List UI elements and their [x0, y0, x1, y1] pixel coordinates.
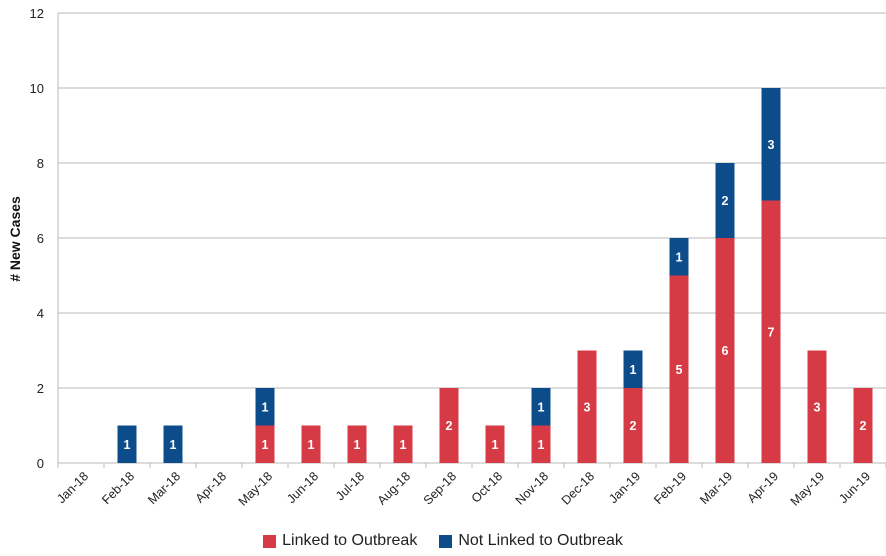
- bar-segment-linked: [301, 425, 321, 463]
- x-tick-label: Mar-19: [697, 469, 735, 507]
- bar-segment-linked: [715, 238, 735, 463]
- bar-segment-linked: [485, 425, 505, 463]
- data-label: 7: [768, 325, 775, 339]
- bar-segment-not-linked: [531, 388, 551, 426]
- y-tick-label: 6: [37, 231, 44, 246]
- legend-item-linked: Linked to Outbreak: [263, 532, 417, 550]
- data-label: 1: [400, 438, 407, 452]
- legend-swatch-not-linked: [439, 534, 453, 548]
- x-tick-label: Mar-18: [145, 469, 183, 507]
- bar-segment-linked: [807, 350, 827, 463]
- x-tick-label: Nov-18: [513, 469, 551, 507]
- bar-segment-not-linked: [117, 425, 137, 463]
- bar-segment-linked: [439, 388, 459, 463]
- y-tick-label: 0: [37, 456, 44, 471]
- data-label: 6: [722, 344, 729, 358]
- bar-segment-not-linked: [623, 350, 643, 388]
- data-label: 1: [538, 400, 545, 414]
- data-label: 3: [584, 400, 591, 414]
- legend: Linked to Outbreak Not Linked to Outbrea…: [0, 532, 886, 550]
- data-label: 1: [676, 250, 683, 264]
- y-tick-label: 2: [37, 381, 44, 396]
- bar-segment-linked: [669, 275, 689, 463]
- x-tick-label: Apr-18: [193, 469, 229, 505]
- bar-segment-linked: [393, 425, 413, 463]
- bar-segment-linked: [853, 388, 873, 463]
- x-tick-label: Aug-18: [375, 469, 413, 507]
- legend-label-linked: Linked to Outbreak: [282, 532, 418, 549]
- x-tick-label: May-19: [788, 469, 827, 508]
- bar-segment-not-linked: [715, 163, 735, 238]
- x-tick-label: Sep-18: [421, 469, 459, 507]
- data-label: 2: [446, 419, 453, 433]
- bar-segment-not-linked: [669, 238, 689, 276]
- data-label: 3: [814, 400, 821, 414]
- bar-segment-linked: [761, 200, 781, 463]
- x-tick-label: Apr-19: [745, 469, 781, 505]
- bar-segment-linked: [623, 388, 643, 463]
- x-tick-label: Jan-18: [54, 469, 91, 506]
- y-axis-label: # New Cases: [7, 196, 23, 282]
- data-label: 2: [722, 194, 729, 208]
- x-tick-label: Jul-18: [333, 469, 367, 503]
- bars: 1 1 1 1 1 1 1 2 1 1 1 3 2 1 5 1 6 2 7 3 3 2: [117, 88, 873, 463]
- bar-segment-not-linked: [163, 425, 183, 463]
- y-tick-label: 10: [30, 81, 44, 96]
- data-label: 1: [538, 438, 545, 452]
- x-tick-label: Jun-19: [836, 469, 873, 506]
- gridlines: [57, 12, 886, 468]
- legend-item-not-linked: Not Linked to Outbreak: [439, 532, 623, 550]
- data-label: 1: [262, 400, 269, 414]
- data-label: 2: [630, 419, 637, 433]
- data-label: 1: [170, 438, 177, 452]
- bar-segment-linked: [347, 425, 367, 463]
- x-tick-label: Oct-18: [469, 469, 505, 505]
- bar-segment-linked: [531, 425, 551, 463]
- data-label: 1: [354, 438, 361, 452]
- x-tick-label: Dec-18: [559, 469, 597, 507]
- bar-segment-not-linked: [761, 88, 781, 201]
- data-label: 1: [124, 438, 131, 452]
- x-tick-label: May-18: [236, 469, 275, 508]
- y-tick-label: 4: [37, 306, 44, 321]
- x-tick-label: Feb-19: [651, 469, 689, 507]
- data-label: 1: [308, 438, 315, 452]
- x-tick-label: Jan-19: [606, 469, 643, 506]
- data-label: 1: [262, 438, 269, 452]
- data-label: 1: [492, 438, 499, 452]
- bar-segment-not-linked: [255, 388, 275, 426]
- y-tick-label: 8: [37, 156, 44, 171]
- data-label: 5: [676, 363, 683, 377]
- bar-segment-linked: [255, 425, 275, 463]
- data-label: 1: [630, 363, 637, 377]
- legend-label-not-linked: Not Linked to Outbreak: [458, 532, 623, 549]
- x-tick-label: Jun-18: [284, 469, 321, 506]
- y-tick-label: 12: [30, 6, 44, 21]
- y-axis-ticks: 0 2 4 6 8 10 12: [30, 6, 44, 471]
- bar-segment-linked: [577, 350, 597, 463]
- data-label: 3: [768, 138, 775, 152]
- x-axis-ticks: Jan-18 Feb-18 Mar-18 Apr-18 May-18 Jun-18 Jul-…: [54, 469, 873, 508]
- x-tick-label: Feb-18: [99, 469, 137, 507]
- data-label: 2: [860, 419, 867, 433]
- legend-swatch-linked: [263, 534, 277, 548]
